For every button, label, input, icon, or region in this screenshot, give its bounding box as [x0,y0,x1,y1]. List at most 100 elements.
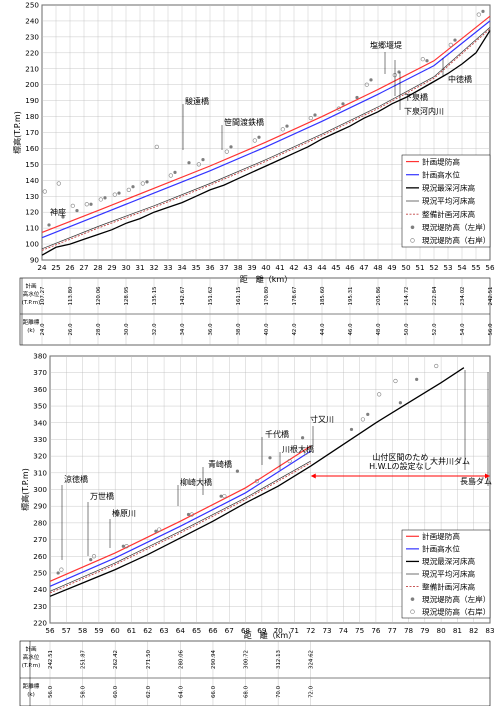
levee-right-point [364,82,369,87]
levee-left-point [89,202,93,206]
y-tick-label: 90 [30,256,40,265]
series-line-2 [41,20,491,239]
x-tick-label: 28 [93,263,103,272]
y-tick-label: 220 [25,48,39,57]
y-tick-label: 290 [33,502,47,511]
table-cell-distance: 62.0 [146,685,152,698]
levee-right-point [360,417,365,422]
table-cell-distance: 72.0 [309,685,315,698]
series-line-5 [49,462,311,594]
annotation-label: 川根大橋 [282,444,314,454]
levee-left-point [131,185,135,189]
table-header: (T.P.m) [22,663,41,669]
levee-right-point [448,42,453,47]
annotation-label: 万世橋 [90,491,114,501]
x-tick-label: 34 [177,263,187,272]
table-header: 距離標 [23,318,40,326]
y-tick-label: 350 [33,402,47,411]
annotation-label: 下泉河内川 [404,106,444,116]
levee-right-point [222,494,227,499]
annotation-label: 塩郷堰堤 [370,40,402,50]
table-cell-water-level: 214.72 [404,287,410,306]
x-axis-label: 距 離（km） [244,630,296,640]
x-tick-label: 77 [388,626,397,635]
table-header: 高水位 [23,653,40,661]
legend-swatch [410,609,415,614]
annotation-label: 神座 [50,207,66,217]
note-text: 山付区間のため [372,452,428,462]
table-cell-distance: 24.0 [40,323,46,336]
table-cell-water-level: 185.60 [320,286,326,305]
table-cell-water-level: 242.51 [488,287,494,306]
annotation-label: 榛原川 [112,508,136,518]
table-cell-water-level: 161.15 [236,287,242,306]
y-tick-label: 380 [33,352,47,361]
table-cell-water-level: 251.87 [81,650,87,669]
levee-left-point [186,512,191,517]
x-tick-label: 60 [111,626,121,635]
x-tick-label: 55 [471,263,480,272]
levee-right-point [308,116,313,121]
y-tick-label: 240 [25,16,39,25]
levee-left-point [145,180,149,184]
x-tick-label: 26 [65,263,75,272]
legend-swatch [410,238,415,243]
table-cell-water-level: 107.27 [40,287,46,306]
series-line-4 [41,27,491,250]
table-cell-water-level: 271.50 [146,650,152,669]
x-tick-label: 62 [143,626,152,635]
y-tick-label: 260 [33,552,47,561]
data-table [19,640,491,706]
levee-left-point [61,215,65,219]
data-table [19,277,491,346]
table-cell-water-level: 300.72 [244,650,250,669]
x-tick-label: 75 [355,626,364,635]
table-cell-distance: 60.0 [113,685,119,698]
levee-left-point [285,124,289,128]
x-tick-label: 78 [404,626,414,635]
legend-label: 計画堤防高 [422,156,460,166]
y-tick-label: 330 [33,435,47,444]
levee-left-point [173,170,177,174]
levee-left-point [349,427,354,432]
table-header: (T.P.m) [22,300,41,306]
x-tick-label: 36 [205,263,215,272]
annotation-label: 涼徳橋 [64,474,88,484]
y-tick-label: 120 [25,208,39,217]
annotation-label: 長島ダム [460,476,492,486]
y-tick-label: 130 [25,192,39,201]
y-tick-label: 160 [25,144,39,153]
levee-left-point [201,157,205,162]
x-tick-label: 29 [107,263,117,272]
y-tick-label: 180 [25,112,39,121]
table-cell-water-level: 195.31 [348,287,354,306]
x-tick-label: 82 [469,626,478,635]
y-axis-label: 標高(T.P.m) [12,111,22,154]
table-cell-distance: 70.0 [276,685,282,698]
x-tick-label: 58 [78,626,88,635]
table-header: (k) [27,328,35,334]
table-cell-water-level: 312.13 [276,650,282,669]
x-tick-label: 74 [339,626,349,635]
x-tick-label: 27 [79,263,88,272]
x-tick-label: 47 [359,263,368,272]
legend-label: 現況平均河床高 [422,569,476,579]
table-header: 高水位 [23,290,40,298]
x-tick-label: 65 [192,626,201,635]
table-cell-water-level: 170.80 [264,286,270,305]
legend-label: 現況最深河床高 [422,556,476,566]
table-cell-distance: 58.0 [81,685,87,698]
table-header: 計画 [25,282,37,290]
table-cell-distance: 68.0 [244,685,250,698]
table-cell-distance: 44.0 [320,323,326,336]
y-tick-label: 100 [25,240,39,249]
levee-left-point [313,113,317,117]
x-tick-label: 50 [401,263,411,272]
levee-left-point [341,102,345,106]
levee-left-point [235,469,240,473]
levee-left-point [219,494,223,498]
x-tick-label: 71 [290,626,299,635]
levee-right-point [303,450,308,455]
annotation-label: 大井川ダム [430,456,470,466]
levee-left-point [257,135,261,139]
